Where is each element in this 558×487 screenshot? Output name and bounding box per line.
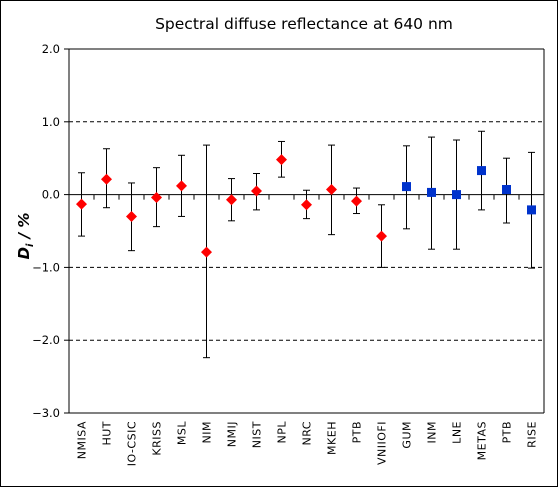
- data-point-diamond: [376, 230, 387, 242]
- y-tick-label: 1.0: [42, 115, 60, 129]
- data-point-diamond: [276, 154, 287, 166]
- category-label: KRISS: [151, 421, 164, 456]
- data-point-square: [452, 190, 461, 200]
- y-tick-label: 0.0: [42, 188, 60, 202]
- category-label: NMISA: [76, 421, 89, 459]
- y-tick-label: −2.0: [32, 333, 60, 347]
- category-label: PTB: [501, 421, 514, 443]
- chart-title: Spectral diffuse reflectance at 640 nm: [155, 15, 453, 33]
- category-label: NRC: [301, 421, 314, 446]
- category-label: NIST: [251, 421, 264, 448]
- y-tick-label: −3.0: [32, 406, 60, 420]
- data-point-square: [427, 187, 436, 197]
- data-point-diamond: [251, 185, 262, 197]
- data-point-diamond: [301, 199, 312, 211]
- category-label: GUM: [401, 421, 414, 449]
- y-tick-label: −1.0: [32, 260, 60, 274]
- category-label: MSL: [176, 421, 189, 445]
- data-point-square: [477, 166, 486, 176]
- data-point-diamond: [351, 195, 362, 207]
- category-label: NPL: [276, 421, 289, 444]
- category-label: NIM: [201, 421, 214, 443]
- y-tick-label: 2.0: [42, 42, 60, 56]
- data-point-diamond: [76, 198, 87, 210]
- data-point-diamond: [151, 192, 162, 204]
- data-point-diamond: [101, 173, 112, 185]
- data-point-diamond: [126, 210, 137, 222]
- category-label: VNIIOFI: [376, 421, 389, 465]
- category-label: INM: [426, 421, 439, 443]
- category-label: PTB: [351, 421, 364, 443]
- data-point-diamond: [201, 246, 212, 258]
- data-point-square: [527, 205, 536, 215]
- data-point-diamond: [176, 180, 187, 192]
- category-label: RISE: [526, 421, 539, 448]
- category-label: NMIJ: [226, 421, 239, 447]
- data-point-diamond: [226, 194, 237, 206]
- category-label: MKEH: [326, 421, 339, 455]
- y-axis-label: Di / %: [15, 213, 36, 260]
- data-point-square: [402, 182, 411, 192]
- category-label: HUT: [101, 421, 114, 446]
- category-label: LNE: [451, 421, 464, 444]
- data-point-square: [502, 185, 511, 195]
- category-label: IO-CSIC: [126, 421, 139, 466]
- category-label: METAS: [476, 421, 489, 460]
- data-point-diamond: [326, 184, 337, 196]
